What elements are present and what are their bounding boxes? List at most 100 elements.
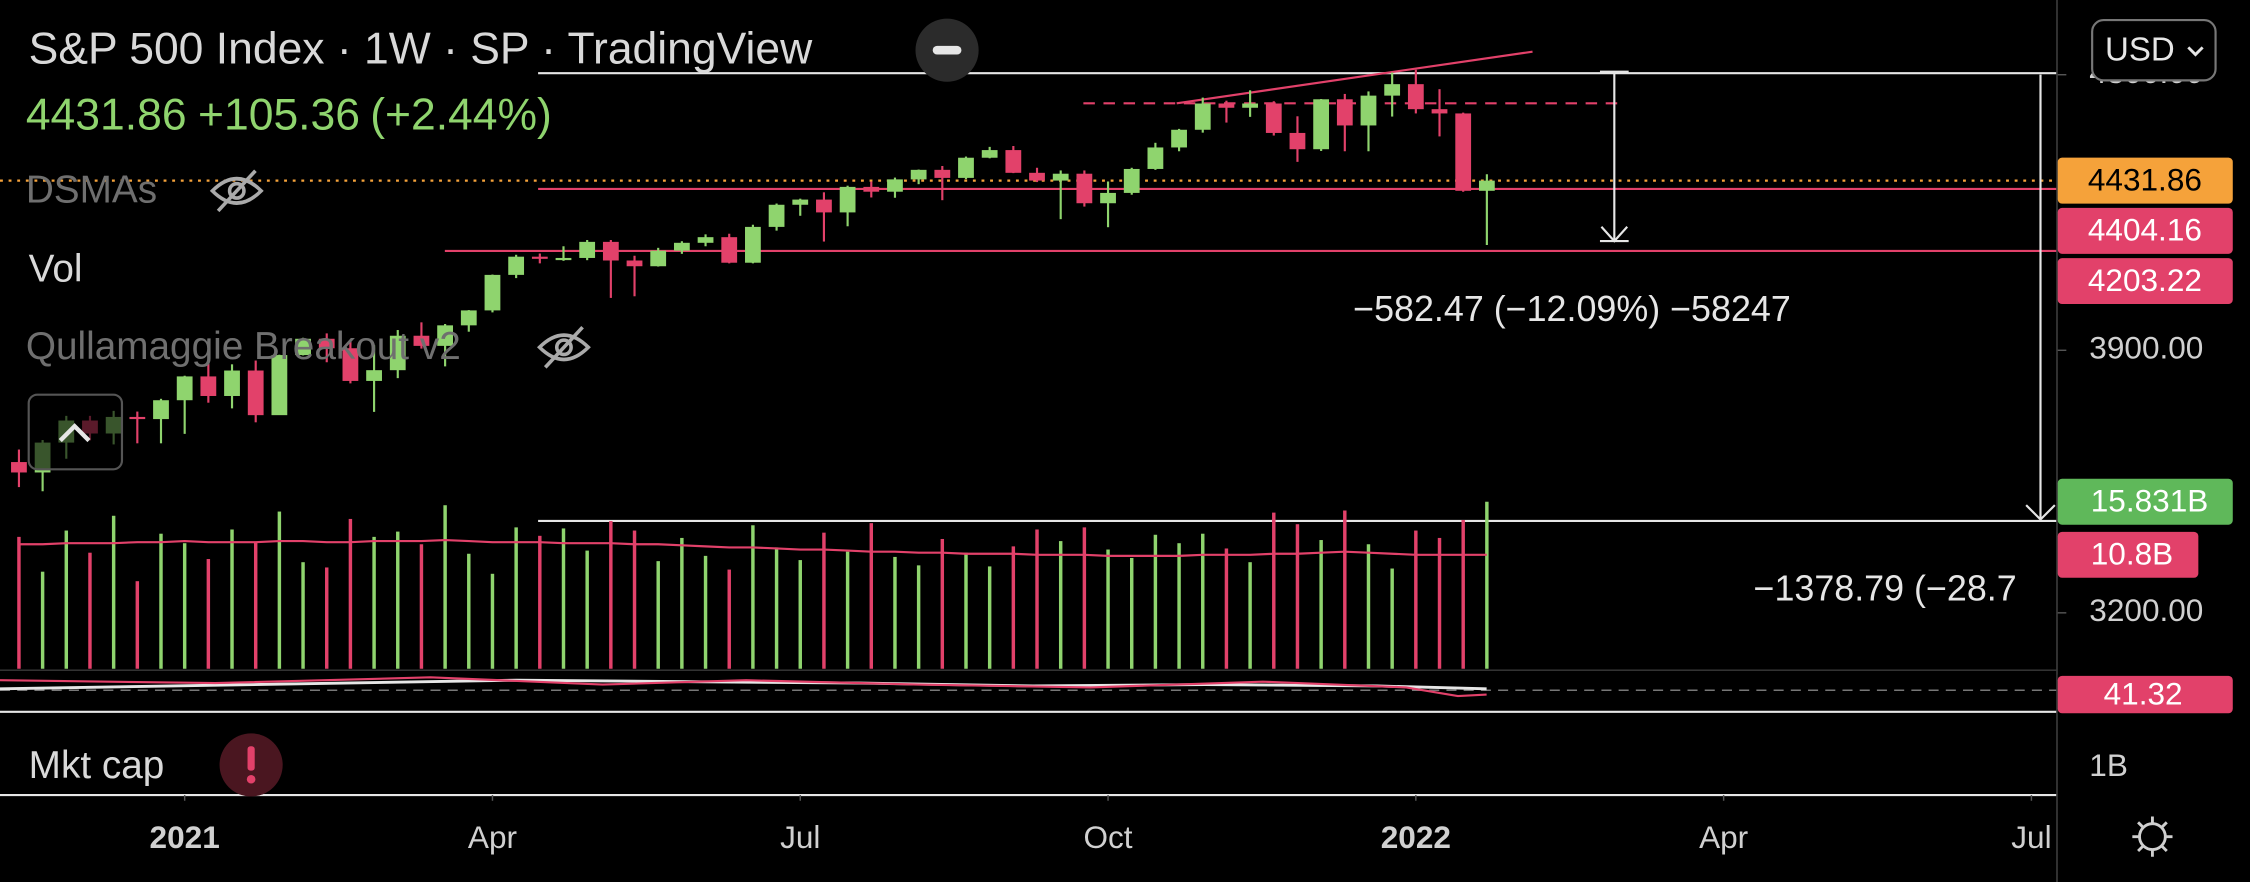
volume-bar — [1319, 540, 1323, 669]
measure-label: −1378.79 (−28.7 — [1754, 569, 2017, 609]
eye-pupil[interactable] — [227, 181, 246, 200]
volume-bar — [64, 530, 69, 669]
candle-body — [934, 169, 951, 178]
candle-body — [1407, 84, 1424, 110]
volume-ma-line — [18, 538, 1487, 557]
error-icon-dot[interactable] — [246, 774, 256, 784]
error-indicator[interactable] — [219, 733, 283, 797]
error-icon-bar[interactable] — [247, 746, 255, 771]
volume-bar — [1011, 546, 1016, 669]
candle-body — [1265, 103, 1282, 133]
currency-button-frame[interactable] — [2091, 19, 2217, 82]
volume-bar — [88, 552, 92, 669]
volume-bar — [940, 538, 945, 669]
eye-pupil[interactable] — [554, 338, 573, 357]
candle-body — [1289, 132, 1306, 150]
candle-body — [839, 186, 856, 213]
candle-body — [887, 179, 903, 192]
volume-bar — [182, 543, 187, 669]
settings-button[interactable] — [2132, 816, 2173, 857]
volume-bar — [869, 523, 874, 669]
volume-bar — [348, 518, 353, 669]
volume-bar — [490, 573, 495, 669]
currency-label[interactable]: USD — [2105, 30, 2175, 67]
volume-bar — [253, 542, 258, 669]
candle-body — [1360, 95, 1377, 126]
candle-body — [1052, 173, 1069, 181]
candle-body — [721, 237, 738, 263]
candle-body — [1076, 173, 1093, 204]
volume-bar — [301, 562, 305, 669]
volume-bar — [159, 533, 163, 669]
y-tick-label: 3900.00 — [2089, 330, 2203, 366]
volume-bar — [1224, 548, 1229, 669]
candle-body — [1384, 84, 1401, 96]
price-badge — [2057, 258, 2233, 305]
candle-body — [1336, 99, 1353, 126]
gear-teeth[interactable] — [2132, 816, 2173, 857]
price-change: +105.36 — [198, 90, 360, 139]
market-cap-tick: 1B — [2089, 747, 2128, 783]
volume-bar — [561, 528, 566, 669]
y-tick-label: 3200.00 — [2089, 592, 2203, 628]
currency-button[interactable]: USD — [2091, 19, 2217, 82]
volume-bar — [1343, 510, 1347, 669]
candle-body — [1147, 147, 1164, 169]
x-tick-label: Apr — [468, 819, 517, 855]
candle-body — [958, 157, 974, 178]
volume-bar — [1082, 527, 1087, 669]
price-badge-label: 4203.22 — [2088, 262, 2202, 298]
volume-bar — [1366, 544, 1371, 669]
visibility-toggle[interactable] — [209, 169, 264, 213]
volume-bar — [419, 544, 424, 669]
candle-body — [389, 335, 406, 371]
volume-bar — [1461, 519, 1465, 669]
volume-bar — [1272, 512, 1276, 669]
candle-body — [484, 274, 501, 311]
volume-bar — [774, 547, 779, 669]
volume-badge — [2057, 531, 2199, 578]
eye-slash[interactable] — [543, 325, 584, 369]
volume-bar — [798, 560, 802, 669]
candle-body — [650, 250, 667, 267]
candle-body — [224, 370, 240, 396]
price-axis-panel — [2057, 0, 2250, 882]
indicator-label: Vol — [29, 247, 83, 290]
x-tick-label: Jul — [780, 819, 820, 855]
collapse-legend-button[interactable] — [27, 393, 124, 471]
measure-arrow — [1599, 70, 1629, 243]
indicator-label: Qullamaggie Breakout v2 — [26, 325, 461, 368]
candle-body — [1455, 113, 1472, 191]
candle-body — [792, 199, 809, 205]
candle-body — [626, 260, 643, 267]
candle-body — [768, 204, 785, 227]
volume-bar — [585, 550, 589, 669]
collapse-button[interactable] — [915, 18, 979, 82]
volume-bar — [632, 530, 637, 669]
minus-icon[interactable] — [932, 45, 962, 55]
volume-bar — [703, 555, 708, 669]
volume-bar — [1485, 501, 1489, 669]
volume-bar — [1295, 524, 1300, 669]
volume-bar — [40, 571, 45, 669]
eye-slash[interactable] — [216, 169, 257, 213]
chevron-icon[interactable] — [2187, 46, 2204, 57]
collapse-legend-frame[interactable] — [27, 393, 124, 471]
caret-icon[interactable] — [58, 423, 91, 443]
candle-body — [1171, 129, 1187, 148]
volume-bar — [893, 556, 897, 669]
candle-body — [745, 226, 761, 263]
candle-body — [153, 400, 169, 420]
volume-bar — [111, 515, 116, 669]
volume-bar — [1437, 537, 1442, 669]
candle-body — [342, 348, 359, 381]
indicator-label: DSMAs — [26, 169, 157, 212]
visibility-toggle[interactable] — [537, 325, 591, 369]
rsi-badge-label: 41.32 — [2104, 675, 2183, 711]
volume-bar — [1130, 557, 1134, 669]
x-tick-label: Oct — [1083, 819, 1132, 855]
volume-bar — [372, 536, 376, 669]
candle-body — [366, 370, 382, 381]
candle-body — [1123, 168, 1140, 193]
